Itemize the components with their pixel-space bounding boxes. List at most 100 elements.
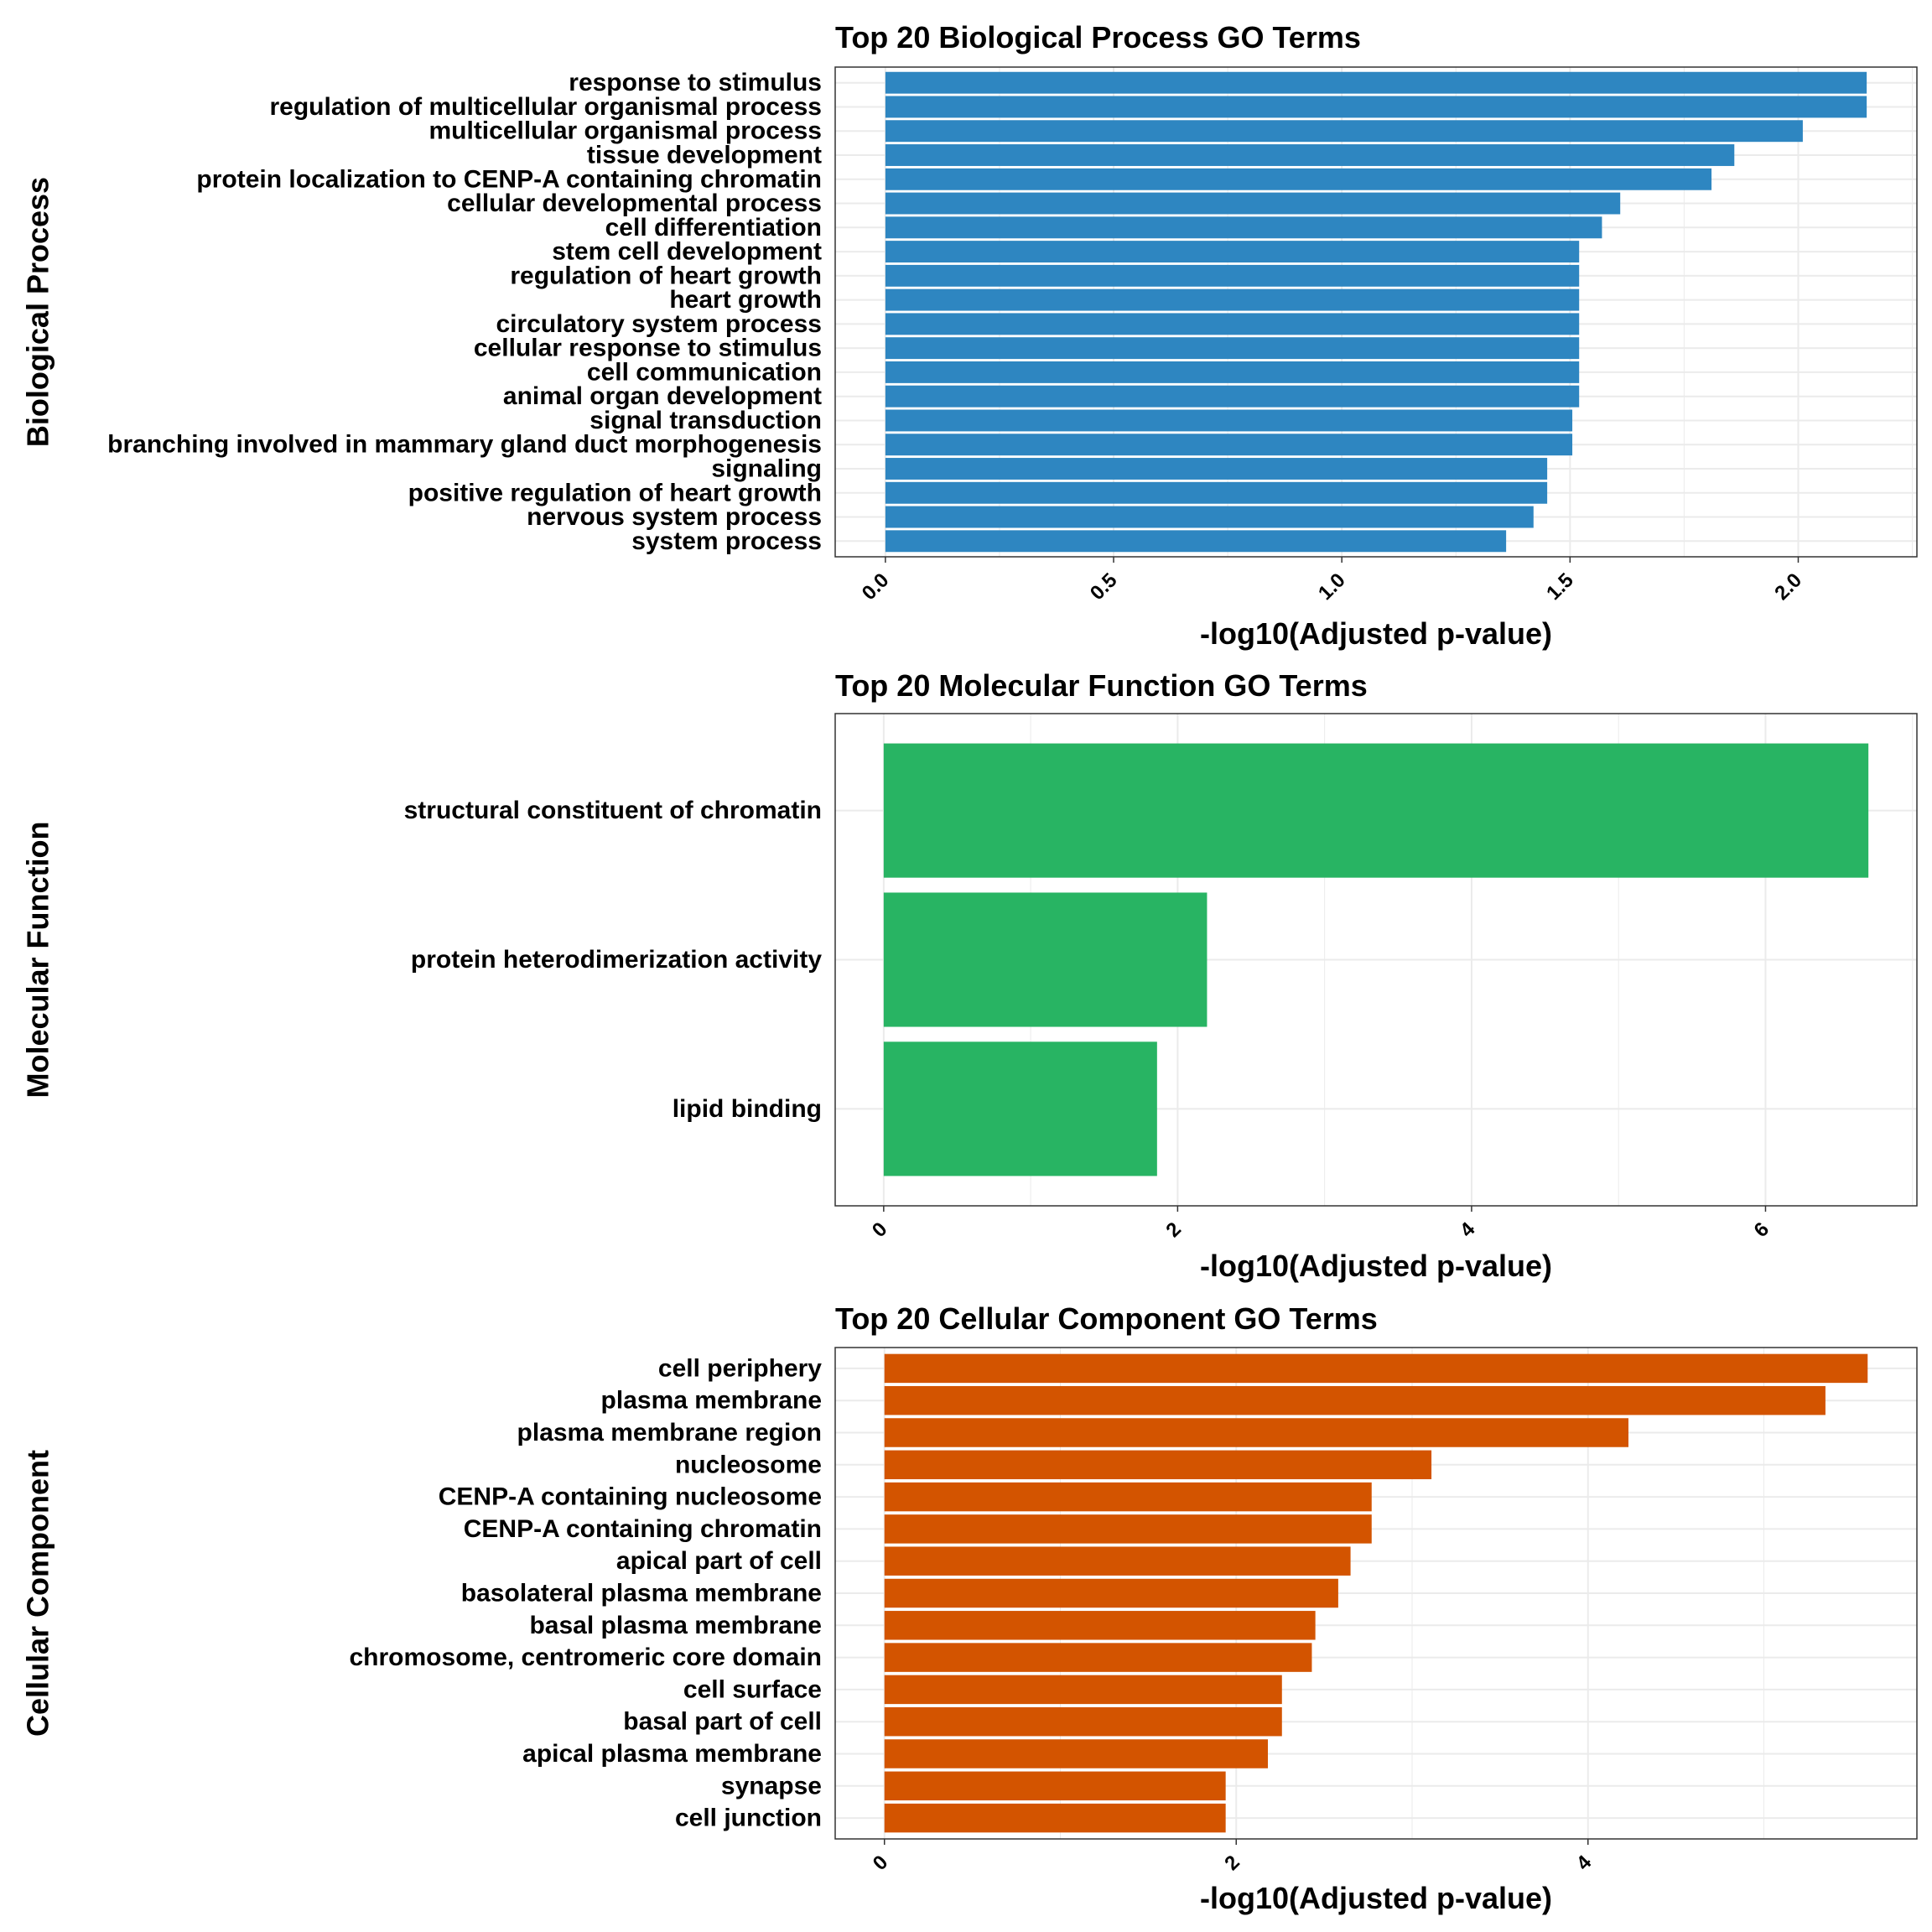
- x-axis-label: -log10(Adjusted p-value): [1200, 1249, 1552, 1283]
- bar-stem-cell-development: [885, 241, 1580, 263]
- x-axis-label: -log10(Adjusted p-value): [1200, 616, 1552, 651]
- category-label: protein heterodimerization activity: [411, 946, 822, 974]
- bar-structural-constituent-of-chromatin: [883, 743, 1869, 878]
- x-tick-label: 4: [1572, 1851, 1597, 1875]
- x-tick-label: 0.0: [858, 569, 894, 605]
- chart-title: Top 20 Cellular Component GO Terms: [835, 1301, 1378, 1336]
- bar-tissue-development: [885, 144, 1735, 166]
- category-label: cell differentiation: [605, 214, 822, 242]
- bar-branching-involved-in-mammary-gland-duct-morphogenesis: [885, 434, 1573, 456]
- category-label: stem cell development: [552, 238, 822, 266]
- x-tick-label: 2: [1161, 1218, 1186, 1242]
- bar-regulation-of-heart-growth: [885, 264, 1580, 287]
- bar-plasma-membrane-region: [884, 1418, 1628, 1447]
- category-label: animal organ development: [503, 382, 822, 410]
- bar-protein-localization-to-cenp-a-containing-chromatin: [885, 168, 1712, 190]
- x-tick-label: 2.0: [1770, 569, 1806, 605]
- category-label: cellular response to stimulus: [474, 335, 822, 362]
- category-label: cell periphery: [658, 1354, 822, 1382]
- category-label: signal transduction: [589, 407, 822, 434]
- category-label: structural constituent of chromatin: [404, 797, 822, 824]
- category-label: heart growth: [669, 286, 822, 314]
- category-label: protein localization to CENP-A containin…: [196, 165, 822, 193]
- bar-cell-junction: [884, 1803, 1226, 1833]
- x-tick-label: 6: [1749, 1218, 1774, 1242]
- bar-plasma-membrane: [884, 1385, 1826, 1415]
- panel-border: [834, 66, 1918, 558]
- bar-protein-heterodimerization-activity: [883, 892, 1208, 1027]
- x-tick-label: 0: [868, 1218, 892, 1242]
- x-tick-label: 1.5: [1542, 569, 1578, 605]
- bar-apical-part-of-cell: [884, 1546, 1351, 1576]
- category-label: plasma membrane: [601, 1387, 822, 1415]
- category-label: positive regulation of heart growth: [408, 479, 822, 506]
- bar-basolateral-plasma-membrane: [884, 1578, 1338, 1608]
- category-label: basal plasma membrane: [529, 1612, 822, 1639]
- category-label: CENP-A containing chromatin: [464, 1515, 822, 1543]
- y-axis-label: Biological Process: [21, 177, 55, 447]
- category-label: cell surface: [683, 1675, 822, 1703]
- bar-cell-differentiation: [885, 216, 1602, 239]
- x-tick-label: 1.0: [1314, 569, 1350, 605]
- molecular-function-panel: structural constituent of chromatin prote…: [21, 668, 1918, 1283]
- y-axis-label: Cellular Component: [21, 1450, 55, 1737]
- x-tick-label: 2: [1220, 1851, 1244, 1875]
- x-tick-label: 0: [869, 1851, 893, 1875]
- category-label: basal part of cell: [623, 1708, 822, 1736]
- category-label: cellular developmental process: [447, 190, 822, 217]
- category-label: multicellular organismal process: [428, 117, 822, 145]
- bar-cenp-a-containing-chromatin: [884, 1514, 1372, 1544]
- bar-apical-plasma-membrane: [884, 1739, 1268, 1768]
- bar-nervous-system-process: [885, 506, 1534, 528]
- chart-title: Top 20 Molecular Function GO Terms: [835, 668, 1368, 703]
- panel-border: [834, 713, 1918, 1207]
- bar-cellular-developmental-process: [885, 192, 1621, 215]
- category-label: lipid binding: [673, 1095, 822, 1123]
- category-label: plasma membrane region: [517, 1419, 822, 1446]
- category-label: branching involved in mammary gland duct…: [107, 431, 822, 459]
- category-label: signaling: [711, 454, 822, 482]
- bar-animal-organ-development: [885, 385, 1580, 408]
- x-tick-label: 0.5: [1086, 569, 1122, 605]
- x-axis-label: -log10(Adjusted p-value): [1200, 1881, 1552, 1915]
- bar-positive-regulation-of-heart-growth: [885, 481, 1548, 504]
- cellular-component-panel: cell periphery plasma membrane plasma memb…: [21, 1301, 1918, 1915]
- bar-cenp-a-containing-nucleosome: [884, 1482, 1372, 1512]
- category-label: regulation of multicellular organismal p…: [270, 93, 823, 121]
- bar-synapse: [884, 1771, 1226, 1801]
- category-label: circulatory system process: [496, 310, 822, 338]
- category-label: basolateral plasma membrane: [461, 1580, 822, 1607]
- category-label: CENP-A containing nucleosome: [439, 1483, 822, 1511]
- bar-heart-growth: [885, 288, 1580, 311]
- bar-basal-plasma-membrane: [884, 1611, 1316, 1640]
- category-label: apical plasma membrane: [522, 1740, 822, 1768]
- bar-cellular-response-to-stimulus: [885, 337, 1580, 360]
- bar-lipid-binding: [883, 1041, 1157, 1176]
- bar-signaling: [885, 458, 1548, 480]
- category-label: synapse: [721, 1772, 822, 1800]
- bar-regulation-of-multicellular-organismal-process: [885, 96, 1867, 118]
- category-label: cell communication: [587, 358, 822, 386]
- bar-cell-periphery: [884, 1353, 1868, 1384]
- category-label: nucleosome: [675, 1451, 822, 1478]
- bar-nucleosome: [884, 1450, 1432, 1480]
- category-label: cell junction: [675, 1805, 822, 1832]
- category-label: tissue development: [587, 142, 822, 169]
- bar-response-to-stimulus: [885, 71, 1867, 94]
- bar-basal-part-of-cell: [884, 1706, 1282, 1737]
- bar-circulatory-system-process: [885, 313, 1580, 335]
- category-label: chromosome, centromeric core domain: [350, 1644, 823, 1671]
- bar-chromosome-centromeric-core-domain: [884, 1643, 1312, 1672]
- bar-cell-surface: [884, 1675, 1282, 1705]
- category-label: system process: [631, 527, 822, 555]
- bar-cell-communication: [885, 361, 1580, 383]
- category-label: response to stimulus: [569, 69, 822, 96]
- panel-border: [834, 1347, 1918, 1840]
- category-label: nervous system process: [527, 503, 822, 531]
- bar-system-process: [885, 530, 1507, 553]
- y-axis-label: Molecular Function: [21, 821, 55, 1098]
- bar-signal-transduction: [885, 409, 1573, 432]
- category-label: regulation of heart growth: [510, 262, 822, 289]
